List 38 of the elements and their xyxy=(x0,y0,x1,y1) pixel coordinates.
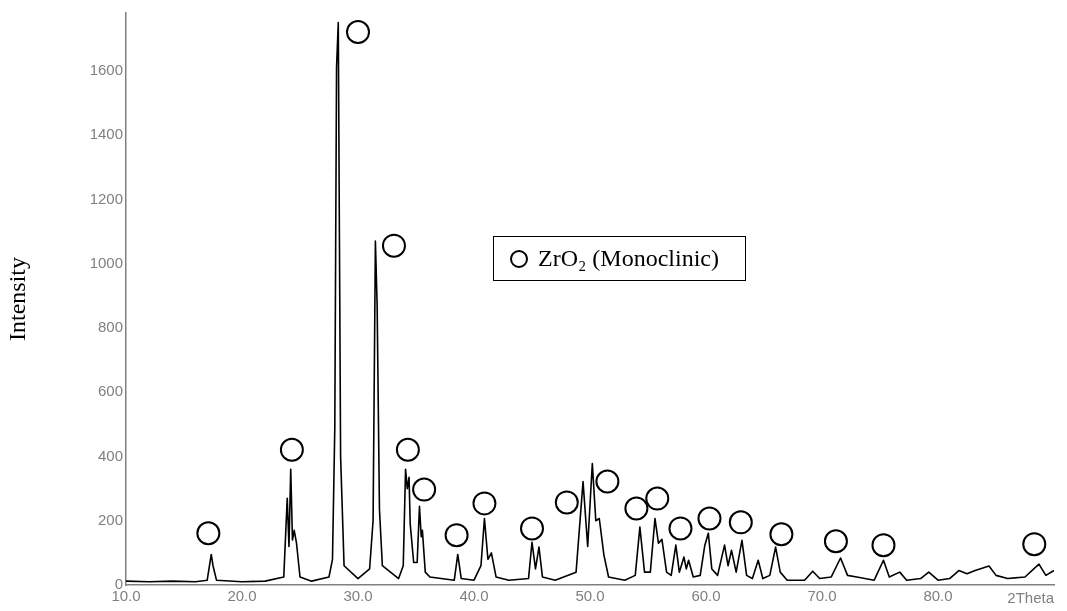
point xyxy=(444,523,469,548)
y-tick-label: 1000 xyxy=(89,253,123,271)
point xyxy=(381,233,406,258)
point xyxy=(196,521,221,546)
legend-label: ZrO₂ (Monoclinic) xyxy=(538,245,719,272)
y-tick-label: 1200 xyxy=(89,189,123,207)
point xyxy=(279,437,304,462)
x-axis-title: 2Theta xyxy=(1007,588,1055,606)
x-tick-label: 50.0 xyxy=(575,587,605,605)
point xyxy=(554,490,579,515)
y-tick-label: 1400 xyxy=(89,125,123,143)
point xyxy=(823,529,848,554)
point xyxy=(668,516,693,541)
point xyxy=(595,469,620,494)
point xyxy=(346,19,370,44)
y-tick-label: 400 xyxy=(97,446,123,464)
x-tick-label: 40.0 xyxy=(459,587,489,605)
x-tick-label: 70.0 xyxy=(807,587,837,605)
point xyxy=(871,533,896,558)
point xyxy=(520,516,544,541)
point xyxy=(395,437,420,462)
y-tick-label: 800 xyxy=(97,318,123,336)
point xyxy=(728,510,753,535)
point xyxy=(624,496,649,521)
x-tick-label: 30.0 xyxy=(343,587,373,605)
point xyxy=(412,477,437,502)
point xyxy=(1022,532,1047,557)
x-tick-label: 20.0 xyxy=(227,587,257,605)
y-tick-label: 600 xyxy=(97,382,123,400)
x-tick-label: 80.0 xyxy=(923,587,953,605)
y-tick-label: 200 xyxy=(97,510,123,528)
x-tick-label: 60.0 xyxy=(691,587,721,605)
y-axis-title: Intensity xyxy=(3,257,30,341)
point xyxy=(697,506,722,531)
y-tick-label: 1600 xyxy=(89,60,123,78)
point xyxy=(472,491,497,516)
point xyxy=(645,486,670,511)
point xyxy=(769,522,794,547)
